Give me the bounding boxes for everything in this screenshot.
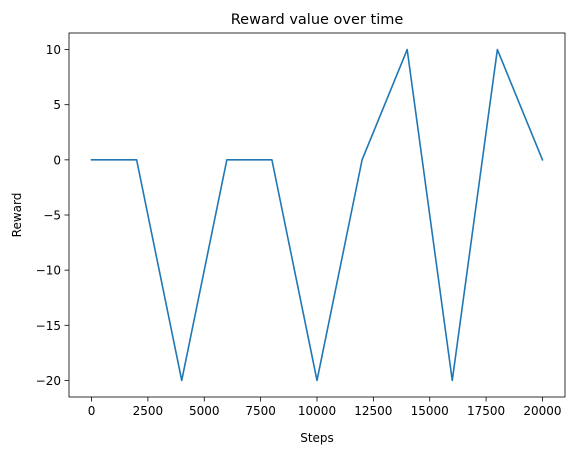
series-layer xyxy=(90,48,544,382)
x-axis-label: Steps xyxy=(300,431,334,445)
plot-frame xyxy=(68,32,566,398)
y-axis-ticks: 10 5 0 −5 −10 −15 −20 xyxy=(36,43,69,388)
x-tick-label: 2500 xyxy=(133,404,164,418)
x-tick-label: 5000 xyxy=(189,404,220,418)
y-axis-label: Reward xyxy=(10,193,24,238)
x-tick-label: 12500 xyxy=(354,404,392,418)
y-tick-label: 0 xyxy=(53,153,61,167)
x-tick-label: 0 xyxy=(88,404,96,418)
y-tick-label: 10 xyxy=(46,43,61,57)
x-tick-label: 7500 xyxy=(245,404,276,418)
chart-title: Reward value over time xyxy=(231,12,404,28)
y-tick-label: −10 xyxy=(36,264,61,278)
x-axis-ticks: 0 2500 5000 7500 10000 12500 15000 17500 20000 xyxy=(88,397,562,418)
x-tick-label: 17500 xyxy=(467,404,505,418)
y-tick-label: 5 xyxy=(53,98,61,112)
x-tick-label: 15000 xyxy=(411,404,449,418)
y-tick-label: −15 xyxy=(36,319,61,333)
y-tick-label: −5 xyxy=(43,209,61,223)
x-tick-label: 10000 xyxy=(298,404,336,418)
series-line xyxy=(90,48,544,382)
y-tick-label: −20 xyxy=(36,374,61,388)
x-tick-label: 20000 xyxy=(523,404,561,418)
